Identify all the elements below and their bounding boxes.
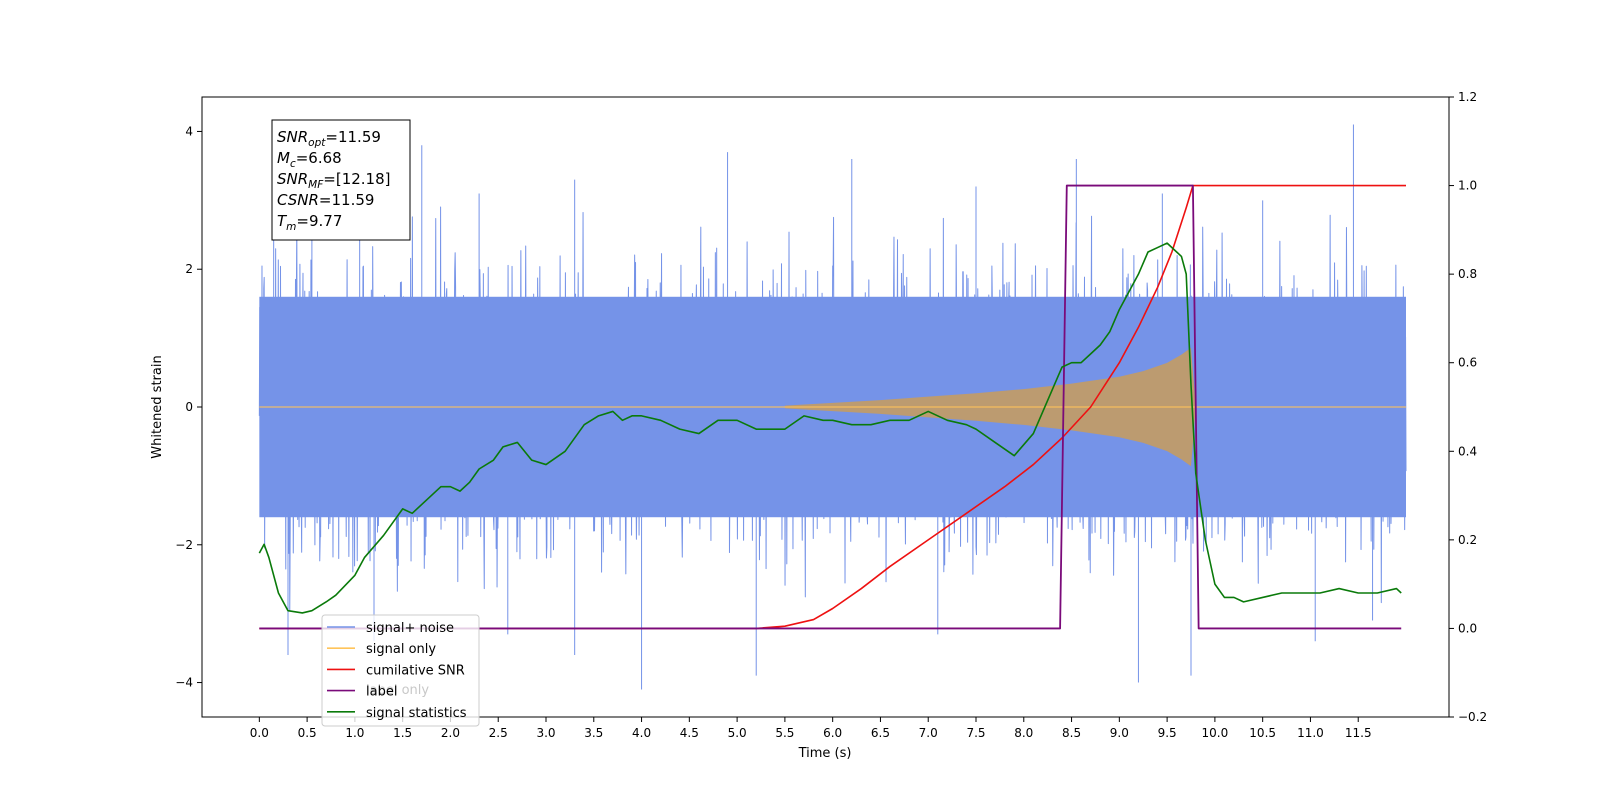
- x-tick-label: 1.0: [345, 726, 364, 740]
- left-tick-label: −4: [175, 676, 193, 690]
- legend-label: label: [366, 685, 397, 700]
- x-tick-label: 7.5: [966, 726, 985, 740]
- signal-only-series: [259, 347, 1406, 467]
- right-tick-label: 0.0: [1458, 621, 1477, 635]
- x-tick-label: 2.0: [441, 726, 460, 740]
- right-tick-label: 0.8: [1458, 267, 1477, 281]
- left-tick-label: 2: [185, 262, 193, 276]
- legend-hidden-text: label only: [366, 683, 429, 698]
- x-tick-label: 8.5: [1062, 726, 1081, 740]
- x-tick-label: 3.0: [536, 726, 555, 740]
- right-y-axis: −0.2 0.0 0.2 0.4 0.6 0.8 1.0 1.2: [1449, 90, 1487, 724]
- right-tick-label: 0.4: [1458, 444, 1477, 458]
- x-tick-label: 4.0: [632, 726, 651, 740]
- annotation-line: SNRopt=11.59: [277, 128, 381, 149]
- annotation-line: Mc=6.68: [277, 149, 342, 170]
- legend-label: cumilative SNR: [366, 663, 465, 678]
- x-tick-label: 3.5: [584, 726, 603, 740]
- annotation-line: CSNR=11.59: [277, 191, 374, 209]
- x-tick-label: 4.5: [680, 726, 699, 740]
- x-tick-label: 9.5: [1158, 726, 1177, 740]
- x-tick-label: 1.5: [393, 726, 412, 740]
- right-tick-label: −0.2: [1458, 710, 1487, 724]
- y-axis-label: Whitened strain: [150, 355, 165, 458]
- x-tick-label: 2.5: [489, 726, 508, 740]
- x-tick-label: 6.5: [871, 726, 890, 740]
- right-tick-label: 0.2: [1458, 533, 1477, 547]
- left-y-axis: −4 −2 0 2 4: [175, 124, 202, 690]
- right-tick-label: 1.2: [1458, 90, 1477, 104]
- x-tick-label: 0.0: [250, 726, 269, 740]
- left-tick-label: −2: [175, 538, 193, 552]
- x-tick-label: 7.0: [919, 726, 938, 740]
- x-tick-label: 11.0: [1297, 726, 1324, 740]
- cumulative-snr-line: [259, 184, 1406, 630]
- x-tick-label: 9.0: [1110, 726, 1129, 740]
- x-tick-label: 6.0: [823, 726, 842, 740]
- right-tick-label: 0.6: [1458, 356, 1477, 370]
- cumulative-snr-series: [259, 184, 1406, 630]
- x-tick-label: 10.0: [1202, 726, 1229, 740]
- signal-statistics-line: [258, 242, 1402, 614]
- legend-label: signal only: [366, 642, 436, 657]
- left-tick-label: 0: [185, 400, 193, 414]
- x-axis-label: Time (s): [798, 746, 852, 761]
- x-tick-label: 8.0: [1014, 726, 1033, 740]
- x-tick-label: 11.5: [1345, 726, 1372, 740]
- signal-statistics-series: [258, 242, 1402, 614]
- annotation-box: SNRopt=11.59Mc=6.68SNRMF=[12.18]CSNR=11.…: [271, 119, 411, 241]
- right-tick-label: 1.0: [1458, 179, 1477, 193]
- label-line: [259, 184, 1402, 630]
- left-tick-label: 4: [185, 124, 193, 138]
- legend: label only signal+ noise signal only cumil…: [321, 614, 480, 727]
- legend-label: signal statistics: [366, 706, 467, 721]
- label-series: [259, 184, 1402, 630]
- legend-label: signal+ noise: [366, 621, 454, 636]
- x-tick-label: 5.5: [775, 726, 794, 740]
- x-tick-label: 0.5: [298, 726, 317, 740]
- x-tick-label: 10.5: [1249, 726, 1276, 740]
- annotation-line: Tm=9.77: [277, 212, 342, 233]
- x-tick-label: 5.0: [728, 726, 747, 740]
- annotation-line: SNRMF=[12.18]: [277, 170, 391, 191]
